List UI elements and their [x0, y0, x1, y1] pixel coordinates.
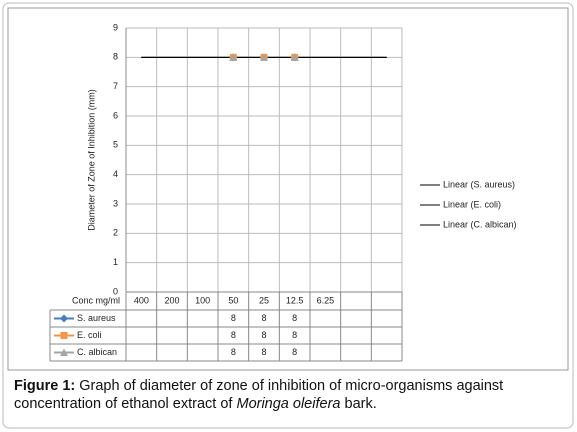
table-value: 8 — [292, 313, 297, 323]
y-tick-label: 7 — [113, 81, 118, 91]
legend-label: Linear (S. aureus) — [443, 179, 515, 189]
y-axis-title: Diameter of Zone of Inhibition (mm) — [86, 89, 96, 231]
x-tick-label: 12.5 — [286, 295, 304, 305]
x-tick-label: 50 — [228, 295, 238, 305]
x-tick-label: 400 — [134, 295, 149, 305]
y-tick-label: 9 — [113, 22, 118, 32]
table-value: 8 — [292, 330, 297, 340]
y-tick-label: 8 — [113, 52, 118, 62]
x-tick-label: 100 — [195, 295, 210, 305]
legend-label: C. albican — [77, 347, 117, 357]
marker — [60, 332, 68, 339]
legend-label: S. aureus — [77, 313, 116, 323]
table-header: Conc mg/ml — [72, 295, 120, 305]
table-value: 8 — [292, 347, 297, 357]
caption-label: Figure 1: — [14, 378, 76, 394]
caption-species: Moringa oleifera — [236, 396, 341, 412]
y-tick-label: 4 — [113, 169, 118, 179]
x-tick-label: 25 — [259, 295, 269, 305]
y-tick-label: 5 — [113, 140, 118, 150]
caption-end: bark. — [344, 396, 377, 412]
legend-label: Linear (E. coli) — [443, 199, 501, 209]
y-tick-label: 2 — [113, 228, 118, 238]
table-value: 8 — [261, 330, 266, 340]
caption: Figure 1: Graph of diameter of zone of i… — [14, 377, 562, 413]
table-value: 8 — [231, 347, 236, 357]
marker — [290, 53, 299, 61]
chart-frame — [7, 7, 569, 371]
y-tick-label: 6 — [113, 110, 118, 120]
marker — [60, 314, 68, 323]
legend-label: E. coli — [77, 330, 102, 340]
table-value: 8 — [261, 313, 266, 323]
marker — [60, 348, 68, 356]
y-tick-label: 0 — [113, 286, 118, 296]
marker — [229, 53, 238, 61]
marker — [260, 53, 268, 61]
table-value: 8 — [231, 313, 236, 323]
figure-frame — [2, 2, 574, 429]
x-tick-label: 6.25 — [317, 295, 335, 305]
table-value: 8 — [231, 330, 236, 340]
caption-text: Graph of diameter of zone of inhibition … — [14, 378, 504, 412]
x-tick-label: 200 — [164, 295, 179, 305]
table-value: 8 — [261, 347, 266, 357]
legend-label: Linear (C. albican) — [443, 219, 517, 229]
y-tick-label: 3 — [113, 198, 118, 208]
y-tick-label: 1 — [113, 257, 118, 267]
